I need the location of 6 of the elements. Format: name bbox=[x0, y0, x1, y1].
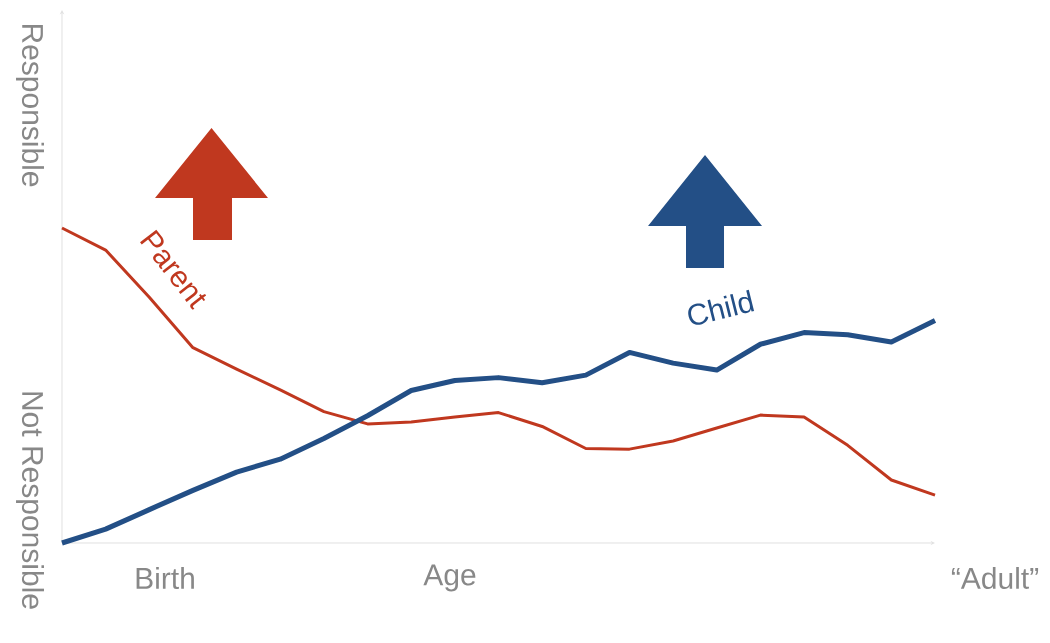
x-axis-title: Age bbox=[423, 564, 476, 592]
text: Not Responsible bbox=[16, 392, 44, 609]
text: “Adult” bbox=[951, 566, 1039, 590]
text: Birth bbox=[136, 567, 194, 589]
text: Child bbox=[688, 289, 755, 325]
text: Responsible bbox=[16, 24, 44, 187]
